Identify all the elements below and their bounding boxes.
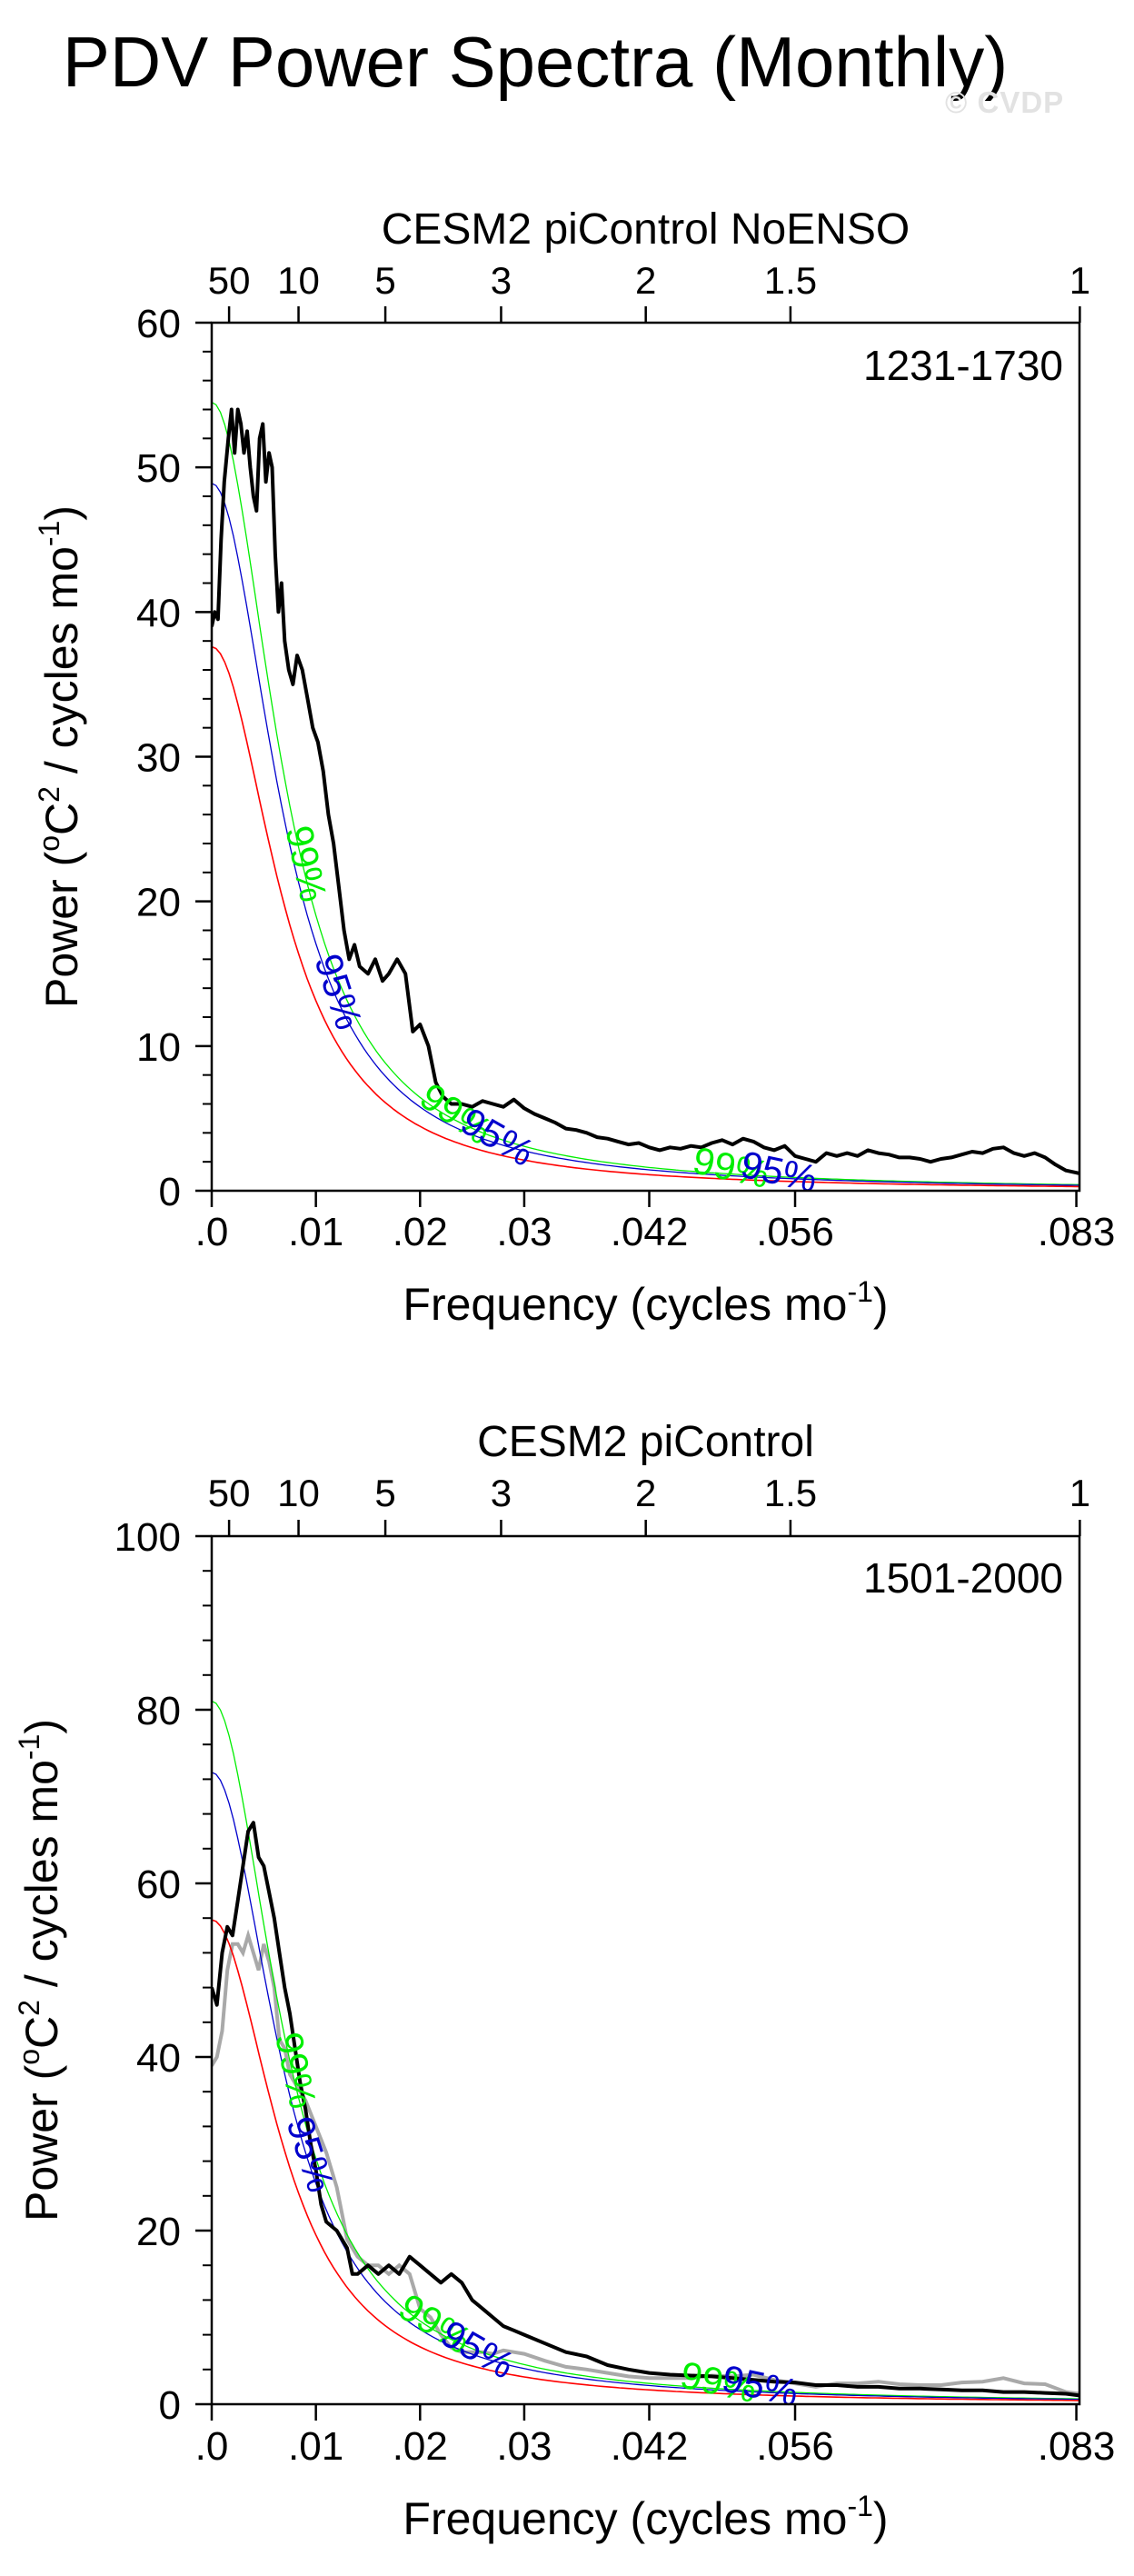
x-axis-label-main: Frequency (cycles mo (403, 1279, 847, 1330)
y-tick-label: 10 (136, 1025, 181, 1070)
series-lines (212, 401, 1079, 1188)
top-axis-label: 1.5 (764, 1472, 817, 1514)
top-axis-label: 1.5 (764, 259, 817, 302)
top-axis-label: 2 (635, 1472, 656, 1514)
top-axis-label: 2 (635, 259, 656, 302)
plot-frame (210, 1534, 1081, 2406)
x-tick-label: .01 (288, 1210, 343, 1254)
x-tick-label: .083 (1038, 2424, 1116, 2469)
x-tick-label: .03 (496, 1210, 552, 1254)
y-axis-label-degree: o (33, 835, 65, 852)
x-tick-label: .01 (288, 2424, 343, 2469)
y-axis-label: Power (oC2 / cycles mo-1) (33, 505, 87, 1008)
top-axis-label: 3 (491, 1472, 512, 1514)
top-axis-label: 5 (374, 1472, 395, 1514)
y-axis-label-sup: -1 (33, 521, 65, 546)
x-axis-label-sup: -1 (847, 1275, 872, 1308)
x-axis-label: Frequency (cycles mo-1) (403, 2490, 888, 2544)
x-tick-label: .0 (195, 2424, 229, 2469)
y-axis-label-degree: o (13, 2049, 45, 2065)
y-axis-label-unit: C (16, 2016, 67, 2049)
x-axis-label-sup: -1 (847, 2490, 872, 2522)
y-tick-label: 0 (159, 1170, 181, 1214)
y-axis-label-main: Power ( (36, 851, 87, 1008)
y-tick-label: 40 (136, 2036, 181, 2081)
x-tick-label: .083 (1038, 1210, 1116, 1254)
y-axis-label-sup: -1 (13, 1734, 45, 1760)
top-axis-label: 1 (1069, 1472, 1090, 1514)
y-tick-label: 80 (136, 1689, 181, 1733)
y-tick-label: 60 (136, 302, 181, 346)
panel-title: CESM2 piControl (477, 1418, 814, 1466)
cvdp-watermark: © CVDP (945, 85, 1065, 119)
top-axis-label: 50 (208, 1472, 251, 1514)
period-label: 1501-2000 (863, 1554, 1063, 1602)
x-tick-label: .042 (611, 2424, 689, 2469)
x-axis-label-end: ) (873, 2493, 889, 2544)
x-tick-label: .02 (393, 2424, 448, 2469)
y-tick-label: 40 (136, 591, 181, 635)
y-tick-label: 0 (159, 2383, 181, 2428)
ci95-label: 95% (306, 949, 371, 1034)
y-tick-label: 20 (136, 881, 181, 925)
spectrum-line (212, 407, 1079, 1175)
ci95-line (212, 483, 1079, 1186)
y-tick-label: 50 (136, 446, 181, 491)
spectrum-line (212, 1821, 1079, 2398)
y-axis-label-mid: / cycles mo (36, 546, 87, 786)
x-tick-label: .056 (756, 2424, 834, 2469)
x-tick-label: .042 (611, 1210, 689, 1254)
y-axis-label-main: Power ( (16, 2064, 67, 2222)
series-lines (212, 1700, 1079, 2401)
ci95-line (212, 1772, 1079, 2401)
x-axis-label-end: ) (873, 1279, 889, 1330)
y-tick-label: 60 (136, 1862, 181, 1907)
x-tick-label: .03 (496, 2424, 552, 2469)
x-tick-label: .056 (756, 1210, 834, 1254)
y-axis-label-end: ) (16, 1719, 67, 1734)
plot-frame (210, 321, 1081, 1193)
comparison-spectrum-line (212, 1929, 1079, 2396)
top-axis-label: 50 (208, 259, 251, 302)
y-axis-label-squared: 2 (33, 786, 65, 803)
main-title: PDV Power Spectra (Monthly) (62, 22, 1009, 102)
panel-title: CESM2 piControl NoENSO (382, 205, 910, 254)
red-noise-line (212, 645, 1079, 1188)
x-axis-label-main: Frequency (cycles mo (403, 2493, 847, 2544)
top-axis-label: 10 (277, 259, 320, 302)
ci99-label: 99% (277, 822, 334, 905)
y-axis-label-squared: 2 (13, 2000, 45, 2016)
red-noise-line (212, 1919, 1079, 2401)
y-tick-label: 30 (136, 736, 181, 781)
x-tick-label: .0 (195, 1210, 229, 1254)
ci99-label: 99% (267, 2029, 324, 2112)
y-axis-label-unit: C (36, 803, 87, 835)
top-axis-label: 10 (277, 1472, 320, 1514)
top-axis-label: 5 (374, 259, 395, 302)
y-tick-label: 100 (114, 1515, 181, 1560)
ci99-line (212, 401, 1079, 1185)
y-axis-label: Power (oC2 / cycles mo-1) (13, 1719, 67, 2222)
x-axis-label: Frequency (cycles mo-1) (403, 1275, 888, 1330)
top-axis-label: 1 (1069, 259, 1090, 302)
ci99-line (212, 1700, 1079, 2400)
period-label: 1231-1730 (863, 342, 1063, 389)
x-tick-label: .02 (393, 1210, 448, 1254)
ci95-label: 95% (278, 2112, 343, 2197)
y-axis-label-mid: / cycles mo (16, 1760, 67, 2000)
panel-pdv-nonenso: CESM2 piControl NoENSO1231-173099%99%99%… (33, 205, 1115, 1330)
y-tick-label: 20 (136, 2210, 181, 2254)
y-axis-label-end: ) (36, 505, 87, 521)
top-axis-label: 3 (491, 259, 512, 302)
